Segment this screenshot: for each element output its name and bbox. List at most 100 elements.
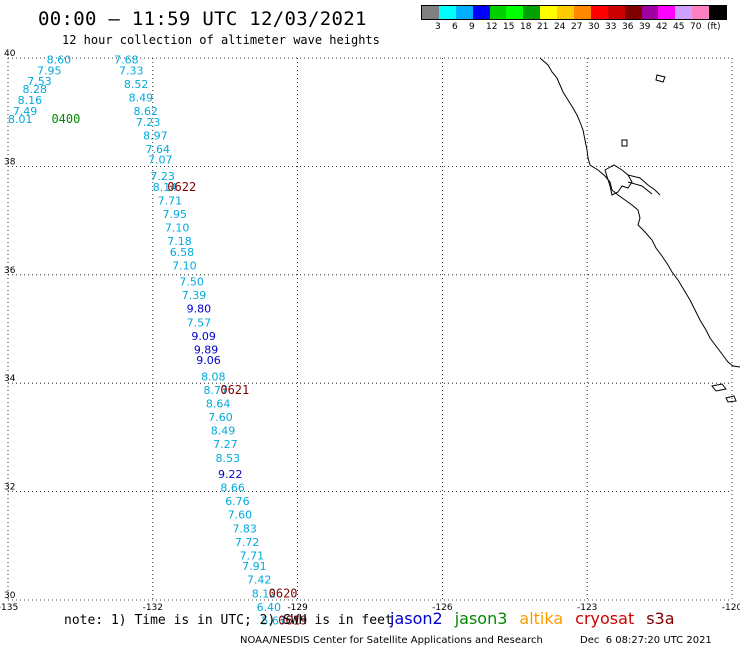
satellite-legend: jason2 jason3 altika cryosat s3a bbox=[390, 609, 687, 628]
wave-height-value: 9.89 bbox=[194, 343, 219, 356]
wave-height-value: 8.77 bbox=[203, 384, 228, 397]
wave-height-value: 9.80 bbox=[187, 303, 212, 316]
lat-tick-label: 36 bbox=[4, 266, 16, 276]
wave-height-value: 5.67 bbox=[261, 614, 286, 627]
lat-tick-label: 40 bbox=[4, 49, 16, 59]
wave-height-value: 6.58 bbox=[170, 246, 195, 259]
wave-height-value: 7.60 bbox=[228, 509, 253, 522]
island-2 bbox=[621, 139, 628, 147]
wave-height-value: 7.83 bbox=[232, 522, 257, 535]
time-labels: 0400 0622 0621 0620 0619 bbox=[51, 112, 307, 627]
color-swatch bbox=[523, 6, 541, 19]
color-swatch bbox=[422, 6, 439, 19]
color-swatch bbox=[624, 6, 642, 19]
color-scale-label: 30 bbox=[588, 22, 600, 32]
wave-height-value: 7.95 bbox=[37, 64, 62, 77]
wave-height-value: 8.28 bbox=[22, 83, 47, 96]
footer-note: note: 1) Time is in UTC; 2) SWH is in fe… bbox=[64, 613, 393, 628]
color-scale-label: 39 bbox=[639, 22, 651, 32]
color-scale-label: 24 bbox=[554, 22, 566, 32]
color-swatch bbox=[574, 6, 591, 19]
color-scale-bar bbox=[421, 5, 727, 20]
coastline bbox=[539, 57, 740, 403]
wave-height-value: 8.62 bbox=[133, 105, 158, 118]
lat-tick-label: 30 bbox=[4, 591, 16, 601]
color-swatch bbox=[540, 6, 558, 19]
wave-height-value: 7.57 bbox=[187, 316, 212, 329]
color-swatch bbox=[675, 6, 693, 19]
wave-height-value: 7.50 bbox=[179, 276, 204, 289]
color-scale-label: (ft) bbox=[707, 22, 721, 32]
wave-height-value: 8.49 bbox=[129, 91, 154, 104]
color-swatch bbox=[455, 6, 473, 19]
wave-height-value: 7.71 bbox=[240, 549, 265, 562]
color-swatch bbox=[557, 6, 575, 19]
color-swatch bbox=[641, 6, 659, 19]
color-swatch bbox=[438, 6, 456, 19]
color-swatch bbox=[506, 6, 524, 19]
wave-height-value: 7.71 bbox=[158, 194, 183, 207]
color-scale-label: 6 bbox=[452, 22, 458, 32]
pass-time-label: 0621 bbox=[220, 383, 249, 397]
color-swatch bbox=[590, 6, 608, 19]
timestamp: Dec 6 08:27:20 UTC 2021 bbox=[580, 635, 712, 646]
wave-height-value: 8.14 bbox=[153, 181, 178, 194]
color-scale-label: 15 bbox=[503, 22, 515, 32]
wave-height-value: 8.08 bbox=[201, 370, 226, 383]
delta-outline bbox=[627, 174, 661, 196]
satellite-legend-item: cryosat bbox=[575, 609, 635, 628]
wave-height-value: 7.64 bbox=[146, 143, 171, 156]
color-scale-label: 9 bbox=[469, 22, 475, 32]
pass-time-label: 0622 bbox=[167, 180, 196, 194]
wave-height-value: 8.97 bbox=[143, 129, 168, 142]
wave-height-value: 9.22 bbox=[218, 468, 243, 481]
wave-height-value: 7.33 bbox=[119, 64, 144, 77]
wave-height-value: 6.40 bbox=[257, 601, 282, 614]
wave-height-value: 8.53 bbox=[216, 452, 241, 465]
lat-lon-grid bbox=[7, 57, 733, 601]
credit-text: NOAA/NESDIS Center for Satellite Applica… bbox=[240, 635, 543, 646]
wave-height-value: 7.39 bbox=[182, 289, 207, 302]
island-1 bbox=[655, 74, 666, 83]
wave-height-value: 7.49 bbox=[13, 105, 38, 118]
wave-height-value: 8.60 bbox=[47, 53, 72, 66]
wave-height-value: 7.27 bbox=[213, 438, 238, 451]
color-scale-label: 42 bbox=[656, 22, 668, 32]
wave-height-value: 7.68 bbox=[114, 53, 139, 66]
color-scale-label: 27 bbox=[571, 22, 583, 32]
wave-height-value: 8.52 bbox=[124, 78, 149, 91]
lon-tick-label: -135 bbox=[0, 603, 18, 613]
color-scale-label: 3 bbox=[435, 22, 441, 32]
wave-height-value: 7.18 bbox=[167, 235, 192, 248]
wave-height-value: 9.09 bbox=[191, 330, 216, 343]
lon-tick-label: -129 bbox=[287, 603, 308, 613]
color-scale-label: 45 bbox=[673, 22, 685, 32]
color-scale-label: 70 bbox=[690, 22, 702, 32]
island-3 bbox=[711, 383, 727, 392]
wave-height-value: 7.23 bbox=[150, 170, 175, 183]
color-swatch bbox=[489, 6, 507, 19]
wave-height-value: 6.76 bbox=[225, 495, 250, 508]
wave-height-value: 7.60 bbox=[208, 411, 233, 424]
satellite-legend-item: jason3 bbox=[454, 609, 508, 628]
page-title: 00:00 – 11:59 UTC 12/03/2021 bbox=[38, 8, 367, 30]
lat-tick-label: 32 bbox=[4, 483, 15, 493]
wave-height-value: 7.95 bbox=[162, 208, 187, 221]
wave-height-value: 8.64 bbox=[206, 398, 231, 411]
axes: -135 -132 -129 -126 -123 -120 30 32 34 36 38 40 bbox=[0, 49, 740, 613]
color-scale-label: 12 bbox=[486, 22, 498, 32]
wave-height-value: 7.53 bbox=[27, 75, 52, 88]
wave-height-value: 7.10 bbox=[165, 221, 190, 234]
california-coastline bbox=[539, 57, 740, 368]
wave-height-value: 8.49 bbox=[211, 425, 236, 438]
lon-tick-label: -132 bbox=[143, 603, 163, 613]
wave-height-value: 8.66 bbox=[220, 482, 245, 495]
wave-height-value: 7.10 bbox=[172, 259, 197, 272]
lat-tick-label: 38 bbox=[4, 157, 16, 167]
pass-time-label: 0620 bbox=[269, 586, 298, 600]
satellite-legend-item: s3a bbox=[646, 609, 675, 628]
pass-time-label: 0400 bbox=[51, 112, 80, 126]
color-scale-label: 33 bbox=[605, 22, 617, 32]
color-swatch bbox=[692, 6, 710, 19]
